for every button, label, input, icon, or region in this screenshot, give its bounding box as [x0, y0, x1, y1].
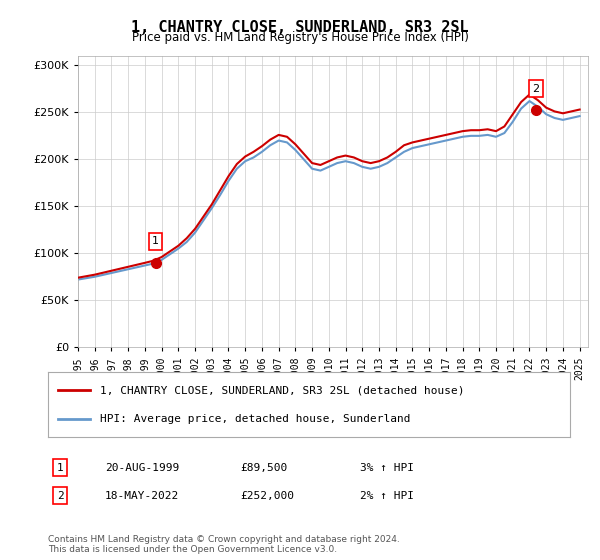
Text: 2: 2 [56, 491, 64, 501]
Text: 1: 1 [152, 236, 159, 246]
Text: 3% ↑ HPI: 3% ↑ HPI [360, 463, 414, 473]
Text: 1: 1 [56, 463, 64, 473]
Text: 1, CHANTRY CLOSE, SUNDERLAND, SR3 2SL (detached house): 1, CHANTRY CLOSE, SUNDERLAND, SR3 2SL (d… [100, 385, 465, 395]
Text: 2: 2 [532, 83, 539, 94]
Text: 2% ↑ HPI: 2% ↑ HPI [360, 491, 414, 501]
Text: Contains HM Land Registry data © Crown copyright and database right 2024.
This d: Contains HM Land Registry data © Crown c… [48, 535, 400, 554]
Text: 18-MAY-2022: 18-MAY-2022 [105, 491, 179, 501]
Text: Price paid vs. HM Land Registry's House Price Index (HPI): Price paid vs. HM Land Registry's House … [131, 31, 469, 44]
Text: 1, CHANTRY CLOSE, SUNDERLAND, SR3 2SL: 1, CHANTRY CLOSE, SUNDERLAND, SR3 2SL [131, 20, 469, 35]
Text: £252,000: £252,000 [240, 491, 294, 501]
Text: £89,500: £89,500 [240, 463, 287, 473]
Text: HPI: Average price, detached house, Sunderland: HPI: Average price, detached house, Sund… [100, 414, 410, 424]
Text: 20-AUG-1999: 20-AUG-1999 [105, 463, 179, 473]
